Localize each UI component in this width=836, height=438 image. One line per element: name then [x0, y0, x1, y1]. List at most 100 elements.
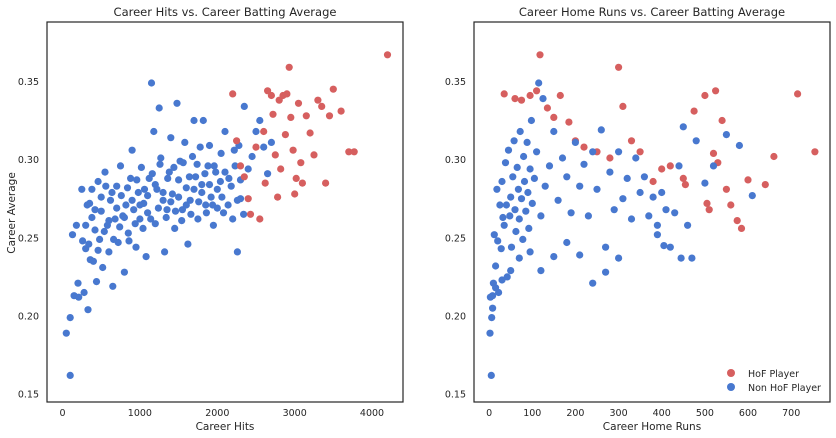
left-chart-point-hof-player: [236, 162, 245, 170]
left-chart-point-non-hof-player: [190, 185, 198, 193]
left-chart-point-hof-player: [271, 151, 279, 159]
left-chart-point-non-hof-player: [131, 220, 139, 228]
right-chart-point-non-hof-player: [615, 148, 623, 156]
right-chart-point-non-hof-player: [677, 254, 685, 262]
right-chart-point-non-hof-player: [666, 243, 674, 251]
right-chart-ytick-label: 0.15: [445, 390, 466, 401]
left-chart-point-hof-player: [267, 91, 275, 100]
right-chart-point-non-hof-player: [602, 243, 610, 251]
right-chart-point-non-hof-player: [528, 199, 536, 207]
right-chart-point-non-hof-player: [709, 162, 718, 170]
left-chart-point-hof-player: [294, 99, 303, 107]
left-chart-point-non-hof-player: [163, 206, 171, 214]
legend-nonhof-marker: [727, 383, 735, 391]
left-chart-point-hof-player: [345, 148, 353, 156]
left-chart-point-non-hof-player: [147, 215, 155, 223]
right-chart-point-non-hof-player: [486, 293, 494, 301]
right-chart-point-non-hof-player: [610, 206, 618, 214]
right-chart-point-hof-player: [627, 137, 636, 145]
left-chart-point-non-hof-player: [66, 314, 74, 322]
left-chart-point-non-hof-player: [100, 227, 108, 236]
right-chart-xtick-label: 100: [523, 408, 541, 419]
left-chart-point-non-hof-player: [151, 181, 159, 189]
left-chart-points: [62, 51, 392, 379]
legend-hof-label: HoF Player: [748, 369, 799, 380]
right-chart-point-hof-player: [526, 91, 534, 100]
left-chart-point-hof-player: [297, 159, 305, 167]
left-chart-point-hof-player: [314, 96, 322, 104]
right-chart-point-non-hof-player: [658, 188, 666, 197]
left-chart-title: Career Hits vs. Career Batting Average: [114, 5, 337, 19]
right-chart-point-non-hof-player: [512, 227, 520, 236]
left-chart-point-non-hof-player: [240, 210, 248, 218]
left-chart-point-non-hof-player: [182, 201, 190, 209]
right-chart-point-non-hof-player: [722, 131, 731, 139]
right-chart-point-non-hof-player: [735, 141, 744, 150]
left-chart-point-non-hof-player: [229, 215, 237, 223]
right-chart-point-non-hof-player: [602, 268, 610, 276]
right-chart-point-non-hof-player: [653, 221, 662, 229]
left-chart-point-non-hof-player: [148, 170, 156, 178]
right-chart-xticks: 0 100 200 300 400 500 600 700: [486, 408, 800, 419]
right-chart-point-non-hof-player: [515, 215, 523, 223]
right-chart-point-non-hof-player: [517, 195, 526, 203]
right-chart-point-non-hof-player: [507, 267, 515, 275]
left-chart-point-non-hof-player: [113, 204, 121, 212]
left-chart-point-non-hof-player: [85, 240, 93, 248]
left-chart-point-non-hof-player: [109, 282, 117, 290]
left-chart-point-non-hof-player: [140, 185, 149, 193]
left-chart-point-non-hof-player: [102, 182, 110, 190]
left-chart-point-non-hof-player: [66, 371, 74, 379]
right-chart-xtick-label: 600: [739, 408, 757, 419]
left-chart-point-non-hof-player: [136, 201, 144, 209]
left-chart-point-hof-player: [383, 51, 392, 59]
left-chart-point-non-hof-player: [212, 168, 220, 176]
right-chart-point-non-hof-player: [660, 242, 668, 250]
right-chart-point-non-hof-player: [533, 148, 541, 156]
legend-hof-marker: [727, 369, 735, 377]
left-chart-point-non-hof-player: [88, 213, 96, 222]
left-chart-point-hof-player: [281, 131, 289, 139]
left-chart-point-hof-player: [260, 127, 268, 136]
left-chart-point-non-hof-player: [62, 329, 70, 337]
right-chart-points: [486, 51, 819, 379]
right-chart-point-non-hof-player: [490, 231, 498, 239]
left-chart-point-hof-player: [310, 151, 318, 159]
left-chart-point-non-hof-player: [72, 221, 80, 229]
left-chart-point-non-hof-player: [194, 215, 202, 223]
right-chart-point-non-hof-player: [493, 185, 501, 193]
right-chart-point-non-hof-player: [513, 163, 521, 171]
left-chart-xtick-label: 2000: [205, 408, 229, 419]
left-chart-point-non-hof-player: [218, 193, 226, 201]
left-chart-point-non-hof-player: [105, 248, 113, 256]
right-chart-point-non-hof-player: [627, 215, 636, 223]
left-chart-point-non-hof-player: [68, 231, 77, 239]
right-chart-point-non-hof-player: [589, 148, 597, 156]
left-chart-point-hof-player: [252, 143, 260, 151]
right-chart-point-hof-player: [705, 206, 713, 214]
left-chart-point-non-hof-player: [128, 146, 136, 154]
left-chart-point-non-hof-player: [205, 141, 214, 150]
right-chart-point-non-hof-player: [597, 126, 605, 134]
left-chart-point-non-hof-player: [136, 215, 144, 223]
left-chart-point-non-hof-player: [210, 162, 218, 170]
right-chart-point-hof-player: [536, 51, 544, 59]
right-chart-point-non-hof-player: [498, 177, 506, 186]
left-chart-point-non-hof-player: [78, 185, 86, 193]
left-chart-xtick-label: 1000: [128, 408, 152, 419]
right-chart-point-non-hof-player: [671, 209, 679, 217]
right-chart-point-non-hof-player: [507, 193, 515, 201]
right-chart-point-hof-player: [709, 149, 718, 157]
left-chart-point-non-hof-player: [117, 192, 125, 200]
right-chart-point-hof-player: [701, 91, 709, 100]
right-chart-point-hof-player: [580, 143, 588, 151]
right-chart-point-hof-player: [761, 181, 769, 189]
right-chart-point-non-hof-player: [496, 201, 504, 209]
right-chart-point-non-hof-player: [514, 185, 523, 193]
left-chart-ytick-label: 0.15: [18, 390, 39, 401]
right-chart-point-non-hof-player: [494, 237, 502, 245]
right-chart-point-non-hof-player: [688, 254, 696, 262]
left-chart-point-non-hof-player: [201, 170, 209, 178]
left-chart-point-non-hof-player: [207, 193, 215, 201]
left-chart-point-non-hof-player: [267, 138, 275, 146]
